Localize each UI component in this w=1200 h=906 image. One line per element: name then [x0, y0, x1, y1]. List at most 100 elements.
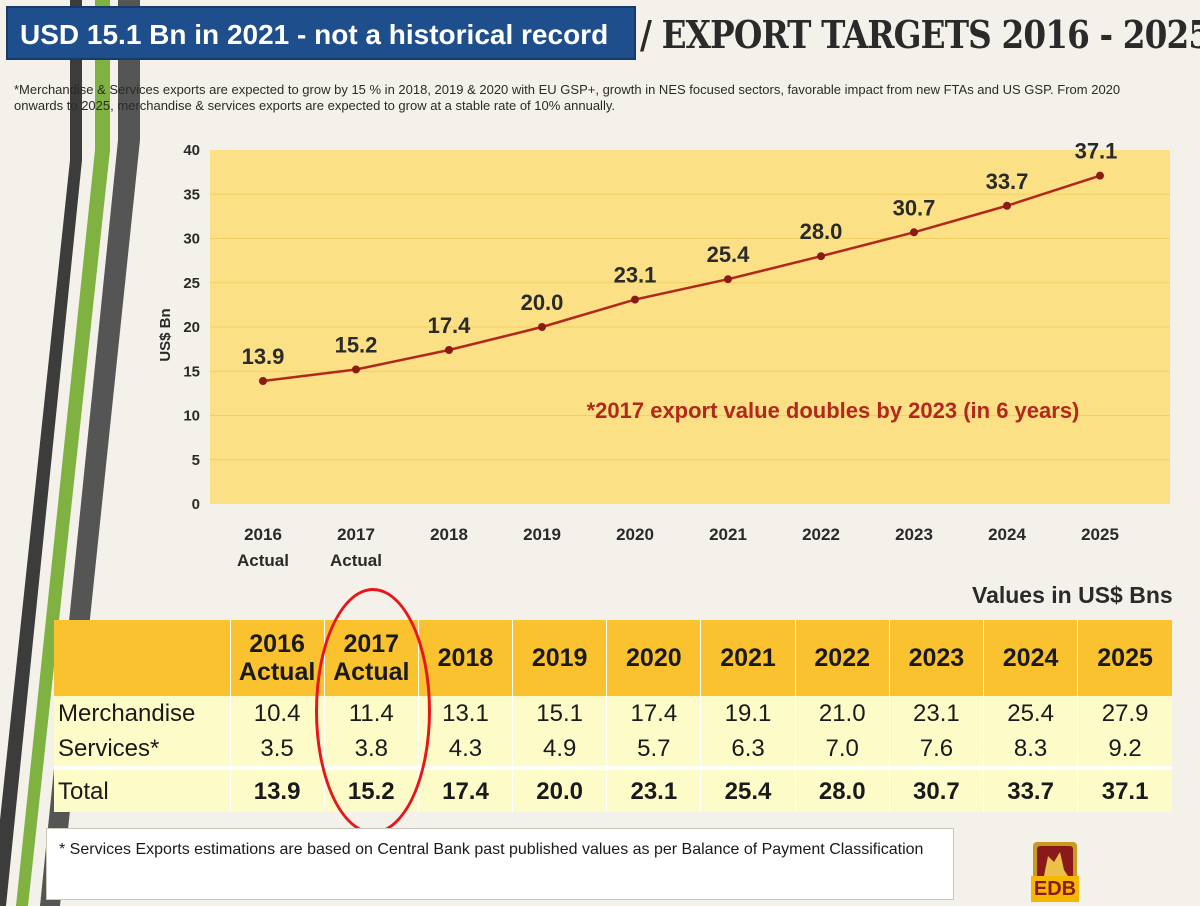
- table-cell: 7.0: [794, 731, 890, 768]
- column-year: 2016: [249, 630, 305, 658]
- headline-badge: USD 15.1 Bn in 2021 - not a historical r…: [6, 6, 636, 60]
- table-column-header: 2023: [888, 620, 984, 696]
- table-cell: 19.1: [700, 696, 796, 731]
- data-label: 30.7: [893, 195, 936, 220]
- table-cell: 23.1: [888, 696, 984, 731]
- data-label: 20.0: [521, 290, 564, 315]
- table-cell: 27.9: [1077, 696, 1172, 731]
- table-cell: 33.7: [982, 766, 1078, 812]
- table-row: Services* 3.5 3.8 4.3 4.9 5.7 6.3 7.0 7.6 8.3 9.2: [54, 731, 1172, 768]
- table-cell: 3.5: [229, 731, 325, 768]
- column-subtitle: Actual: [238, 658, 316, 686]
- table-column-header: 2020: [606, 620, 701, 696]
- data-point: [445, 346, 453, 355]
- table-column-header: 2022: [794, 620, 890, 696]
- table-column-header: 2016 Actual: [229, 620, 325, 696]
- data-label: 15.2: [335, 332, 378, 357]
- data-point: [724, 275, 732, 284]
- table-cell: 25.4: [700, 766, 796, 812]
- column-year: 2023: [908, 644, 965, 672]
- y-tick-label: 5: [192, 452, 200, 469]
- data-label: 23.1: [614, 263, 657, 288]
- data-point: [631, 295, 639, 304]
- table-column-header: 2019: [512, 620, 607, 696]
- table-cell: 15.2: [323, 766, 419, 812]
- table-cell: 17.4: [417, 766, 513, 812]
- data-point: [538, 323, 546, 331]
- x-tick-label: 2019: [523, 525, 561, 544]
- table-column-header: 2025: [1077, 620, 1172, 696]
- column-year: 2021: [720, 644, 776, 672]
- table-cell: 8.3: [982, 731, 1078, 768]
- column-year: 2018: [437, 644, 494, 672]
- table-cell: 4.9: [512, 731, 607, 768]
- x-tick-label: 2021: [709, 525, 747, 544]
- table-column-header: 2017 Actual: [323, 620, 419, 696]
- x-tick-label: 2020: [616, 525, 654, 544]
- footnote: * Services Exports estimations are based…: [46, 828, 954, 900]
- chart-annotation: *2017 export value doubles by 2023 (in 6…: [587, 398, 1080, 423]
- column-subtitle: Actual: [333, 658, 410, 686]
- table-cell: 6.3: [700, 731, 796, 768]
- column-year: 2017: [343, 630, 400, 658]
- y-tick-label: 25: [183, 275, 200, 292]
- table-cell: 37.1: [1077, 766, 1172, 812]
- x-tick-label: Actual: [237, 551, 289, 570]
- y-tick-label: 35: [183, 186, 200, 203]
- edb-logo-text: EDB: [1031, 876, 1079, 902]
- data-label: 33.7: [986, 169, 1029, 194]
- row-label: Total: [54, 766, 230, 812]
- column-year: 2020: [626, 644, 682, 672]
- table-cell: 25.4: [982, 696, 1078, 731]
- data-point: [817, 252, 825, 261]
- table-cell: 13.9: [229, 766, 325, 812]
- data-label: 37.1: [1075, 140, 1118, 164]
- y-tick-label: 10: [183, 408, 200, 425]
- y-tick-label: 15: [183, 363, 200, 380]
- data-table: 2016 Actual 2017 Actual 2018 2019 2020 2021 2022…: [54, 620, 1172, 812]
- table-header-row: 2016 Actual 2017 Actual 2018 2019 2020 2021 2022…: [54, 620, 1172, 696]
- table-row: Merchandise 10.4 11.4 13.1 15.1 17.4 19.1 21.0 2…: [54, 696, 1172, 731]
- x-tick-label: Actual: [330, 551, 382, 570]
- table-cell: 30.7: [888, 766, 984, 812]
- table-column-header: 2024: [982, 620, 1078, 696]
- table-row: Total 13.9 15.2 17.4 20.0 23.1 25.4 28.0 30.7 33.…: [54, 766, 1172, 812]
- table-column-header: 2018: [417, 620, 513, 696]
- x-tick-label: 2018: [430, 525, 468, 544]
- x-tick-label: 2023: [895, 525, 933, 544]
- table-cell: 7.6: [888, 731, 984, 768]
- y-tick-label: 20: [183, 319, 200, 336]
- y-tick-label: 30: [183, 231, 200, 248]
- column-year: 2024: [1002, 644, 1059, 672]
- column-year: 2019: [531, 644, 588, 672]
- data-point: [910, 228, 918, 237]
- y-tick-label: 40: [183, 142, 200, 159]
- x-tick-label: 2016: [244, 525, 282, 544]
- table-cell: 4.3: [417, 731, 513, 768]
- series-line: [262, 174, 1101, 383]
- table-corner: [54, 620, 230, 696]
- data-point: [1096, 171, 1104, 180]
- table-cell: 5.7: [606, 731, 701, 768]
- table-cell: 15.1: [512, 696, 607, 731]
- table-cell: 23.1: [606, 766, 701, 812]
- x-tick-label: 2024: [988, 525, 1026, 544]
- table-cell: 28.0: [794, 766, 890, 812]
- data-label: 13.9: [242, 344, 285, 369]
- table-column-header: 2021: [700, 620, 796, 696]
- table-cell: 10.4: [229, 696, 325, 731]
- data-point: [352, 365, 360, 374]
- data-label: 28.0: [800, 219, 843, 244]
- units-label: Values in US$ Bns: [972, 582, 1173, 608]
- table-cell: 13.1: [417, 696, 513, 731]
- x-tick-label: 2022: [802, 525, 840, 544]
- table-cell: 3.8: [323, 731, 419, 768]
- row-label: Merchandise: [54, 696, 230, 731]
- slide-title: / EXPORT TARGETS 2016 - 2025: [640, 12, 1200, 57]
- table-cell: 21.0: [794, 696, 890, 731]
- data-label: 25.4: [707, 242, 751, 267]
- data-point: [259, 376, 267, 385]
- column-year: 2022: [814, 644, 871, 672]
